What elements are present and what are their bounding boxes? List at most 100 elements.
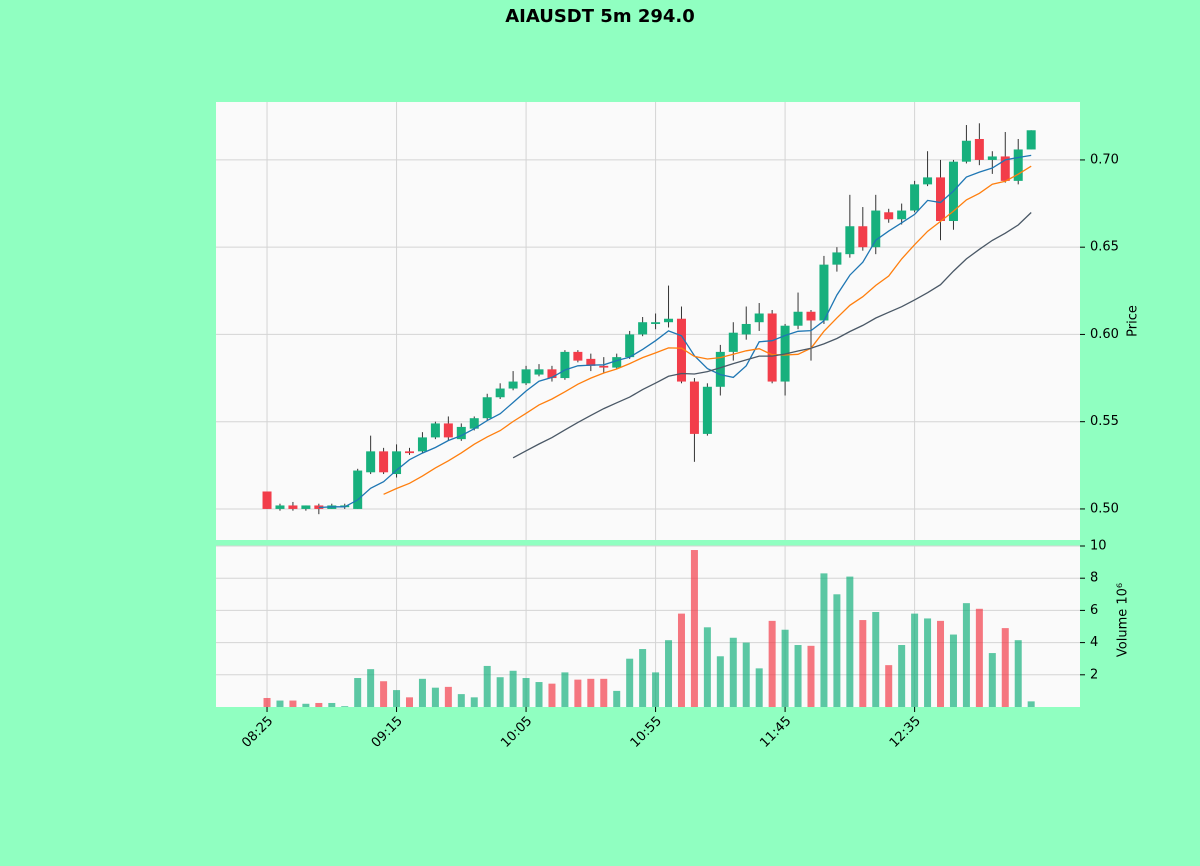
- volume-bar: [820, 573, 828, 707]
- candle-body: [262, 491, 272, 509]
- candle-body: [404, 451, 414, 454]
- y-tick-label: 0.60: [1090, 327, 1119, 342]
- y2-tick-label: 4: [1090, 635, 1098, 650]
- candle-body: [754, 313, 764, 323]
- volume-bar: [496, 677, 504, 707]
- x-tick-label: 10:05: [498, 714, 535, 751]
- candle-body: [1000, 156, 1010, 181]
- x-tick-label: 10:55: [628, 714, 665, 751]
- candle-body: [1013, 149, 1023, 181]
- volume-bar: [639, 649, 647, 707]
- volume-bar: [949, 634, 957, 707]
- y2-tick-label: 6: [1090, 603, 1098, 618]
- volume-bar: [1027, 701, 1035, 707]
- candle-body: [689, 381, 699, 434]
- candle-body: [456, 426, 466, 440]
- moving-average-line: [512, 212, 1032, 459]
- candle-body: [858, 226, 868, 248]
- candle-body: [469, 418, 479, 429]
- candle-body: [1026, 130, 1036, 150]
- y-tick-label: 0.65: [1090, 240, 1119, 255]
- candle-body: [417, 437, 427, 452]
- y2-tick-label: 8: [1090, 571, 1098, 586]
- candle-body: [638, 322, 648, 335]
- volume-bar: [302, 703, 310, 707]
- volume-bar: [846, 576, 854, 707]
- volume-bar: [405, 697, 413, 707]
- volume-bar: [807, 645, 815, 707]
- volume-bar: [522, 678, 530, 707]
- y2-axis-label: Volume 10⁶: [1116, 583, 1131, 657]
- volume-bar: [613, 690, 621, 707]
- candle-body: [741, 323, 751, 335]
- candle-body: [871, 210, 881, 248]
- candle-body: [974, 138, 984, 160]
- candle-body: [288, 505, 298, 509]
- volume-bar: [535, 682, 543, 707]
- volume-bar: [665, 640, 673, 707]
- y2-tick-label: 10: [1090, 539, 1107, 554]
- volume-bar: [289, 700, 297, 707]
- chart-title: AIAUSDT 5m 294.0: [505, 6, 695, 27]
- volume-bar: [509, 670, 517, 707]
- x-tick-label: 08:25: [239, 714, 276, 751]
- volume-bar: [574, 679, 582, 707]
- candle-body: [793, 311, 803, 326]
- volume-bar: [677, 613, 685, 707]
- volume-bar: [911, 613, 919, 707]
- candle-body: [910, 184, 920, 211]
- candle-body: [430, 423, 440, 438]
- volume-bar: [833, 594, 841, 707]
- volume-bar: [885, 665, 893, 707]
- candle-body: [923, 177, 933, 185]
- y-axis-label: Price: [1126, 305, 1141, 337]
- volume-bar: [716, 656, 724, 707]
- volume-bar: [587, 678, 595, 707]
- candle-body: [392, 451, 402, 475]
- x-tick-label: 11:45: [757, 714, 794, 751]
- volume-bar: [444, 686, 452, 707]
- candle-body: [508, 381, 518, 389]
- price-panel: [216, 102, 1080, 540]
- volume-bar: [457, 694, 465, 707]
- volume-bar: [276, 700, 284, 707]
- volume-bar: [561, 672, 569, 707]
- candle-body: [961, 140, 971, 162]
- volume-bar: [937, 620, 945, 707]
- volume-bar: [975, 608, 983, 707]
- candle-body: [702, 386, 712, 434]
- volume-bar: [652, 672, 660, 707]
- candle-body: [651, 322, 661, 324]
- candle-body: [366, 451, 376, 473]
- volume-bar: [703, 627, 711, 707]
- candle-body: [443, 423, 453, 438]
- candle-body: [379, 451, 389, 473]
- volume-bar: [380, 681, 388, 707]
- volume-bar: [548, 683, 556, 707]
- candle-body: [676, 318, 686, 382]
- candle-body: [573, 351, 583, 361]
- candle-body: [612, 357, 622, 368]
- moving-average-line: [318, 154, 1032, 509]
- volume-bar: [418, 678, 426, 707]
- candle-body: [275, 505, 285, 509]
- candle-body: [832, 252, 842, 265]
- x-tick-label: 09:15: [369, 714, 406, 751]
- volume-bar: [315, 702, 323, 707]
- candle-body: [560, 351, 570, 379]
- volume-bar: [794, 645, 802, 707]
- volume-bar: [898, 645, 906, 707]
- candle-body: [482, 397, 492, 419]
- candle-body: [353, 470, 363, 509]
- candle-body: [715, 351, 725, 387]
- volume-bar: [781, 629, 789, 707]
- candle-body: [987, 156, 997, 160]
- candle-body: [586, 358, 596, 366]
- volume-bar: [431, 687, 439, 707]
- volume-bar: [626, 658, 634, 707]
- volume-bar: [742, 642, 750, 707]
- volume-bar: [690, 550, 698, 707]
- volume-bar: [729, 637, 737, 707]
- volume-bar: [988, 653, 996, 707]
